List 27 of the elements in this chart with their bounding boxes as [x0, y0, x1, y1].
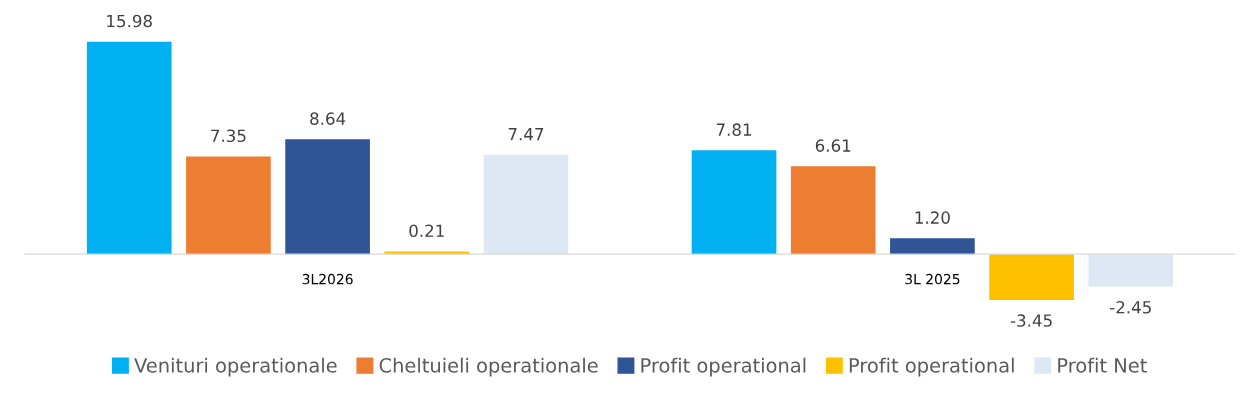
data-label: -3.45 [1010, 314, 1052, 327]
legend-label: Profit operational [849, 357, 1014, 377]
legend-label: Venituri operationale [134, 357, 337, 377]
data-label: 7.35 [211, 129, 246, 143]
x-tick-label: 3L2026 [302, 273, 353, 285]
bar [890, 238, 975, 255]
data-label: 8.64 [310, 112, 346, 125]
bar [384, 251, 470, 255]
data-label: -2.45 [1110, 300, 1151, 314]
data-label: 15.98 [107, 14, 152, 28]
legend-label: Cheltuieli operationale [379, 357, 598, 377]
bar [691, 150, 777, 255]
x-tick-label: 3L 2025 [905, 273, 960, 285]
legend-label: Profit operational [641, 357, 806, 377]
bar [186, 156, 271, 255]
bar [285, 139, 370, 255]
bar [989, 254, 1074, 301]
data-label: 7.47 [508, 128, 544, 141]
data-label: 0.21 [409, 224, 444, 238]
bar [483, 154, 569, 255]
bar [86, 41, 172, 255]
legend-label: Profit Net [1058, 357, 1147, 373]
bar [790, 166, 876, 255]
bar [1088, 254, 1174, 287]
data-label: 1.20 [915, 211, 950, 224]
data-label: 7.81 [716, 123, 752, 136]
data-label: 6.61 [815, 139, 851, 152]
